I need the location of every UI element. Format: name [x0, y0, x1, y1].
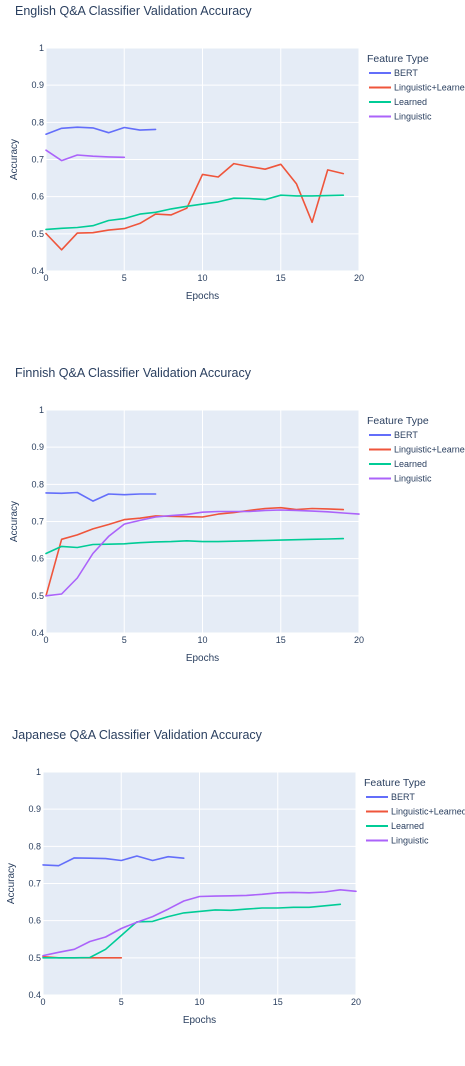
x-axis-label: Epochs [183, 1015, 216, 1026]
y-tick-label: 0.5 [31, 229, 44, 239]
chart-panel-english: English Q&A Classifier Validation Accura… [0, 0, 465, 342]
x-tick-label: 0 [40, 997, 45, 1007]
x-tick-label: 15 [276, 635, 286, 645]
chart-english: English Q&A Classifier Validation Accura… [9, 4, 465, 302]
legend-title: Feature Type [364, 777, 426, 789]
series-line-linguistic [45, 509, 360, 597]
y-axis-label: Accuracy [6, 863, 17, 904]
y-axis-label: Accuracy [9, 501, 20, 542]
y-tick-label: 0.8 [31, 479, 44, 489]
series-line-linguistic-learned [45, 162, 345, 251]
x-axis-label: Epochs [186, 291, 219, 302]
x-tick-label: 15 [273, 997, 283, 1007]
series-line-linguistic [45, 149, 126, 162]
x-tick-label: 5 [122, 635, 127, 645]
x-tick-label: 10 [197, 635, 207, 645]
x-tick-label: 10 [194, 997, 204, 1007]
y-tick-label: 0.9 [28, 804, 41, 814]
legend-item-learned: Learned [394, 459, 427, 469]
legend-item-learned: Learned [394, 97, 427, 107]
legend-item-linguistic-learned: Linguistic+Learned [394, 445, 465, 455]
legend: Feature Type BERT Linguistic+Learned Learne… [367, 415, 465, 484]
series-line-learned [45, 194, 345, 231]
x-tick-label: 5 [119, 997, 124, 1007]
y-tick-label: 0.7 [31, 517, 44, 527]
series-line-linguistic-learned [45, 506, 345, 597]
legend: Feature Type BERT Linguistic+Learned Learne… [367, 53, 465, 122]
x-tick-label: 5 [122, 273, 127, 283]
y-tick-label: 1 [39, 43, 44, 53]
y-tick-label: 1 [39, 405, 44, 415]
legend-item-linguistic-learned: Linguistic+Learned [391, 807, 465, 817]
x-tick-label: 20 [351, 997, 361, 1007]
y-tick-label: 0.8 [28, 841, 41, 851]
legend-title: Feature Type [367, 53, 429, 65]
legend-item-linguistic: Linguistic [394, 112, 432, 122]
x-axis-label: Epochs [186, 653, 219, 664]
x-tick-label: 15 [276, 273, 286, 283]
chart-panel-finnish: Finnish Q&A Classifier Validation Accura… [0, 362, 465, 704]
y-tick-label: 0.4 [31, 628, 44, 638]
series-line-learned [45, 537, 345, 555]
y-tick-label: 0.5 [28, 953, 41, 963]
x-tick-label: 10 [197, 273, 207, 283]
y-tick-label: 0.6 [28, 916, 41, 926]
legend-item-linguistic: Linguistic [394, 474, 432, 484]
chart-title: Japanese Q&A Classifier Validation Accur… [12, 728, 263, 742]
legend-item-learned: Learned [391, 821, 424, 831]
y-tick-label: 1 [36, 767, 41, 777]
chart-title: English Q&A Classifier Validation Accura… [15, 4, 252, 18]
x-tick-label: 20 [354, 635, 364, 645]
y-axis-label: Accuracy [9, 139, 20, 180]
chart-title: Finnish Q&A Classifier Validation Accura… [15, 366, 252, 380]
legend-item-bert: BERT [394, 430, 418, 440]
y-tick-label: 0.9 [31, 442, 44, 452]
series-line-bert [45, 126, 157, 135]
y-tick-label: 0.5 [31, 591, 44, 601]
legend-item-linguistic: Linguistic [391, 836, 429, 846]
y-tick-label: 0.4 [28, 990, 41, 1000]
y-tick-label: 0.6 [31, 554, 44, 564]
y-tick-label: 0.7 [31, 155, 44, 165]
legend-item-bert: BERT [394, 68, 418, 78]
chart-japanese: Japanese Q&A Classifier Validation Accur… [6, 728, 465, 1026]
legend: Feature Type BERT Linguistic+Learned Learne… [364, 777, 465, 846]
legend-title: Feature Type [367, 415, 429, 427]
y-tick-label: 0.7 [28, 879, 41, 889]
y-tick-label: 0.8 [31, 117, 44, 127]
x-tick-label: 0 [43, 273, 48, 283]
series-line-learned [42, 903, 342, 959]
y-tick-label: 0.4 [31, 266, 44, 276]
x-tick-label: 20 [354, 273, 364, 283]
series-line-bert [42, 855, 185, 867]
series-line-bert [45, 491, 157, 502]
legend-item-bert: BERT [391, 792, 415, 802]
y-tick-label: 0.6 [31, 192, 44, 202]
chart-panel-japanese: Japanese Q&A Classifier Validation Accur… [0, 724, 465, 1066]
chart-finnish: Finnish Q&A Classifier Validation Accura… [9, 366, 465, 664]
y-tick-label: 0.9 [31, 80, 44, 90]
x-tick-label: 0 [43, 635, 48, 645]
legend-item-linguistic-learned: Linguistic+Learned [394, 83, 465, 93]
series-line-linguistic [42, 889, 357, 957]
